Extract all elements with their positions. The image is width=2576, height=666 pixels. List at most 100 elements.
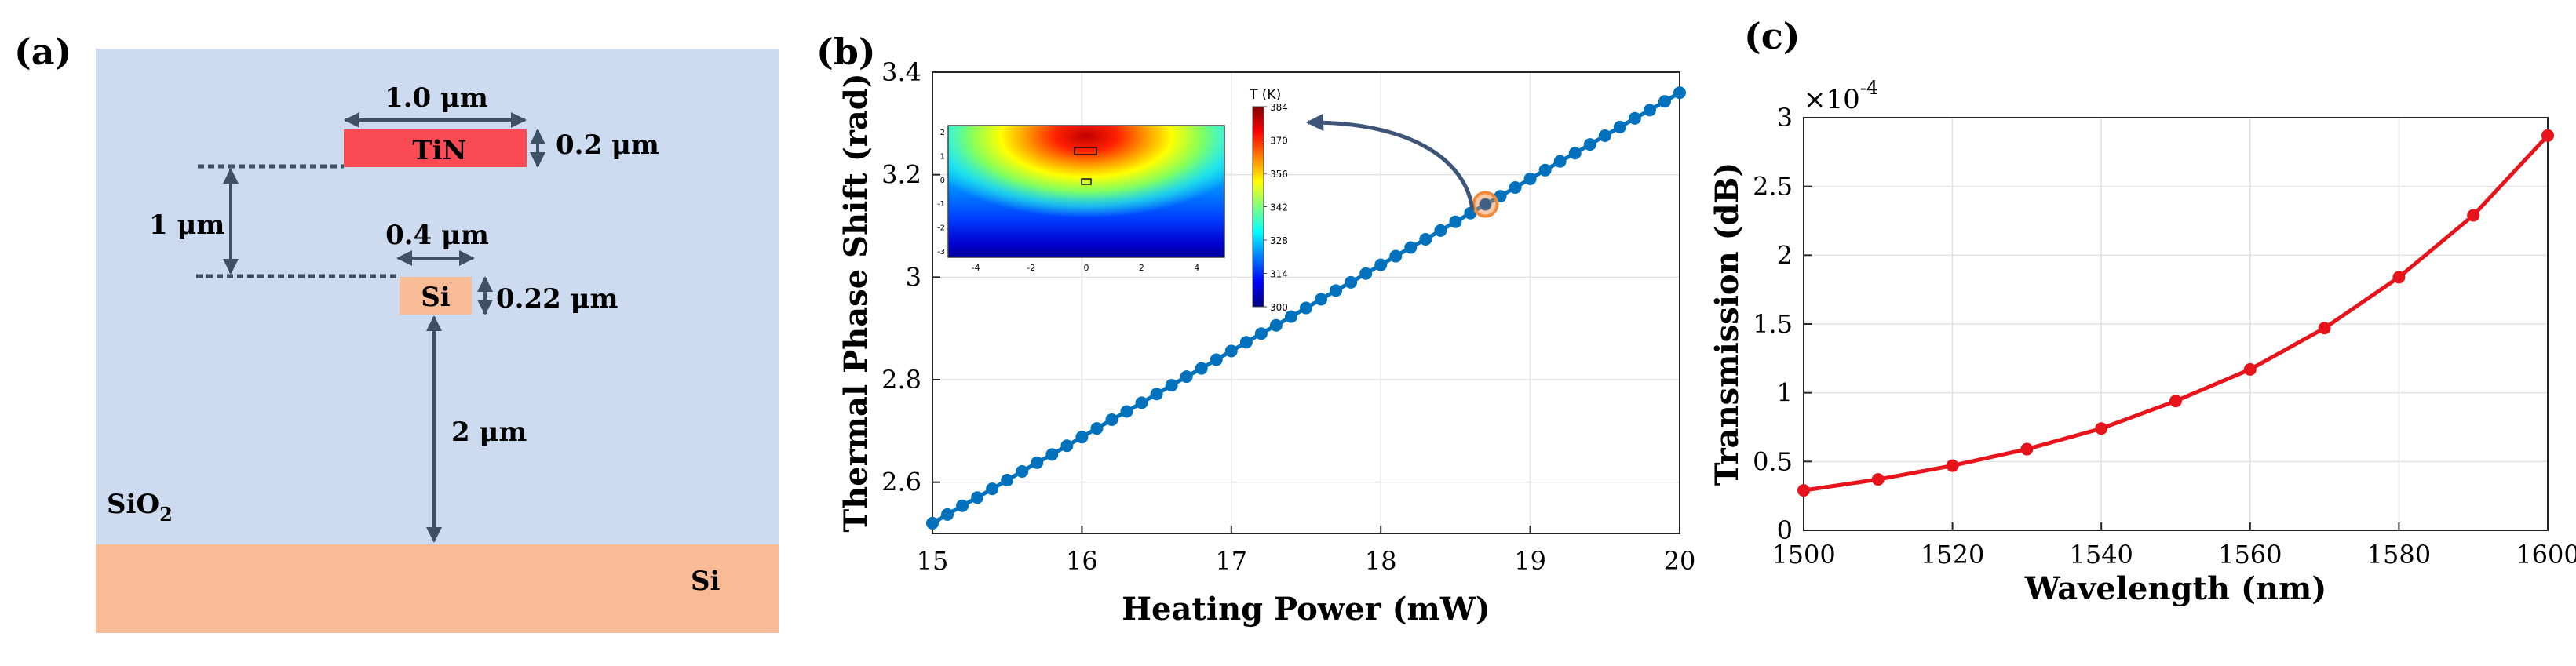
phase-shift-point — [1284, 310, 1297, 323]
colorbar-tick-label: 370 — [1270, 136, 1288, 147]
si-height-label: 0.22 μm — [496, 283, 618, 315]
phase-shift-point — [1330, 284, 1343, 297]
sio2-label-text: SiO — [107, 489, 159, 520]
phase-shift-point — [1359, 267, 1373, 280]
plot-b-xtick-label: 18 — [1365, 546, 1397, 576]
panel-c-label: (c) — [1744, 15, 1801, 57]
plot-b-ytick-label: 3 — [906, 262, 921, 292]
phase-shift-point — [971, 491, 984, 504]
inset-colorbar — [1252, 106, 1264, 308]
plot-b-ytick-label: 3.4 — [881, 57, 921, 87]
plot-c-xtick-label: 1600 — [2516, 540, 2576, 570]
plot-c-xtick-label: 1500 — [1771, 540, 1835, 570]
phase-shift-point — [1135, 396, 1148, 409]
y-exponent-base: ×10 — [1804, 84, 1860, 115]
colorbar-tick-label: 356 — [1270, 169, 1288, 180]
plot-c-ticks: 1500 1520 1540 1560 1580 1600 0 0.5 1 1.5 2 2.5 3 — [1753, 103, 2576, 570]
inset-xtick-label: 4 — [1194, 263, 1199, 273]
plot-b-xtick-label: 17 — [1215, 546, 1247, 576]
si-substrate-label: Si — [691, 566, 721, 597]
plot-c-ytick-label: 1.5 — [1753, 309, 1793, 339]
plot-b-xtick-label: 16 — [1066, 546, 1098, 576]
phase-shift-point — [1075, 431, 1089, 444]
plot-c-xtick-label: 1560 — [2218, 540, 2282, 570]
phase-shift-point — [1060, 439, 1074, 453]
phase-shift-point — [986, 482, 999, 496]
si-waveguide — [400, 277, 472, 315]
panel-b-label: (b) — [816, 31, 876, 73]
sio2-label-subscript: 2 — [159, 503, 173, 526]
phase-shift-point — [1658, 95, 1671, 108]
colorbar-ticks: 384 370 356 342 328 314 300 — [1264, 102, 1288, 313]
phase-shift-point — [1628, 111, 1641, 125]
phase-shift-point — [1315, 293, 1328, 306]
phase-shift-point — [1120, 405, 1133, 418]
inset-ytick-label: 0 — [940, 177, 945, 185]
phase-shift-point — [1016, 464, 1029, 478]
phase-shift-point — [1389, 249, 1403, 263]
panel-a-label: (a) — [14, 31, 71, 73]
transmission-point — [1797, 484, 1810, 497]
phase-shift-point — [1105, 413, 1118, 426]
phase-shift-point — [1031, 456, 1044, 469]
phase-shift-point — [1553, 155, 1567, 168]
phase-shift-point — [1254, 327, 1268, 340]
phase-shift-point — [1180, 370, 1193, 384]
colorbar-tick-label: 384 — [1270, 102, 1288, 113]
colorbar-tick-label: 342 — [1270, 202, 1288, 213]
phase-shift-point — [956, 499, 969, 512]
plot-b-xlabel: Heating Power (mW) — [1122, 591, 1490, 628]
phase-shift-point — [1523, 172, 1537, 185]
phase-shift-point — [1509, 181, 1522, 194]
plot-c-ytick-label: 2.5 — [1753, 172, 1793, 202]
highlighted-point-center — [1480, 198, 1491, 210]
phase-shift-point — [1090, 422, 1104, 435]
phase-shift-point — [1269, 318, 1283, 332]
phase-shift-point — [1538, 163, 1552, 177]
plot-c-ytick-label: 0 — [1777, 515, 1793, 545]
panel-c: (c) 1500 1520 1540 1560 1580 1600 0 0.5 1 1.5 2 2.5… — [1709, 15, 2576, 607]
gap-label: 1 μm — [149, 209, 224, 241]
si-substrate — [96, 544, 779, 633]
plot-c-ytick-label: 2 — [1777, 240, 1793, 270]
inset-axis-ticks: -4 -2 0 2 4 2 1 0 -1 -2 -3 — [937, 129, 1199, 273]
box-thickness-label: 2 μm — [451, 417, 527, 448]
phase-shift-point — [1165, 379, 1178, 392]
y-exponent-power: -4 — [1860, 77, 1878, 99]
colorbar-tick-label: 328 — [1270, 235, 1288, 246]
si-width-label: 0.4 μm — [385, 220, 489, 251]
transmission-point — [2318, 322, 2331, 335]
plot-c-xtick-label: 1540 — [2069, 540, 2133, 570]
phase-shift-point — [926, 516, 939, 530]
plot-b-ticks: 15 16 17 18 19 202.62.833.23.4 — [881, 57, 1695, 576]
phase-shift-point — [1150, 388, 1163, 401]
colorbar-title: T (K) — [1249, 87, 1281, 103]
plot-b-xtick-label: 20 — [1664, 546, 1696, 576]
transmission-point — [2467, 209, 2480, 222]
inset-ytick-label: -3 — [937, 248, 945, 257]
inset-xtick-label: -2 — [1027, 263, 1035, 273]
inset-field-frame — [947, 125, 1225, 258]
plot-c-ytick-label: 3 — [1777, 103, 1793, 133]
phase-shift-point — [1434, 224, 1447, 237]
inset-xtick-label: -4 — [972, 263, 980, 273]
inset-ytick-label: -1 — [937, 200, 945, 209]
phase-shift-point — [1239, 336, 1253, 349]
tin-label: TiN — [412, 135, 466, 166]
thermal-field-inset: -4 -2 0 2 4 2 1 0 -1 -2 -3 T (K) 384 370 356 342 328 31… — [937, 87, 1288, 313]
panel-a: (a) TiN Si Si SiO2 1.0 μm 0.2 μm 1 μm 0.… — [14, 31, 779, 633]
phase-shift-point — [1673, 86, 1686, 100]
phase-shift-point — [1210, 353, 1223, 366]
phase-shift-point — [1568, 147, 1582, 160]
plot-c-xtick-label: 1520 — [1921, 540, 1984, 570]
inset-waveguide-outline — [1081, 178, 1092, 185]
inset-ytick-label: 2 — [940, 129, 945, 137]
phase-shift-point — [1374, 258, 1388, 271]
phase-shift-point — [1583, 138, 1596, 151]
transmission-point — [2243, 362, 2257, 376]
plot-b-frame — [932, 71, 1680, 534]
phase-shift-point — [1045, 448, 1059, 461]
phase-shift-point — [941, 508, 954, 521]
plot-b-ylabel: Thermal Phase Shift (rad) — [837, 73, 874, 532]
